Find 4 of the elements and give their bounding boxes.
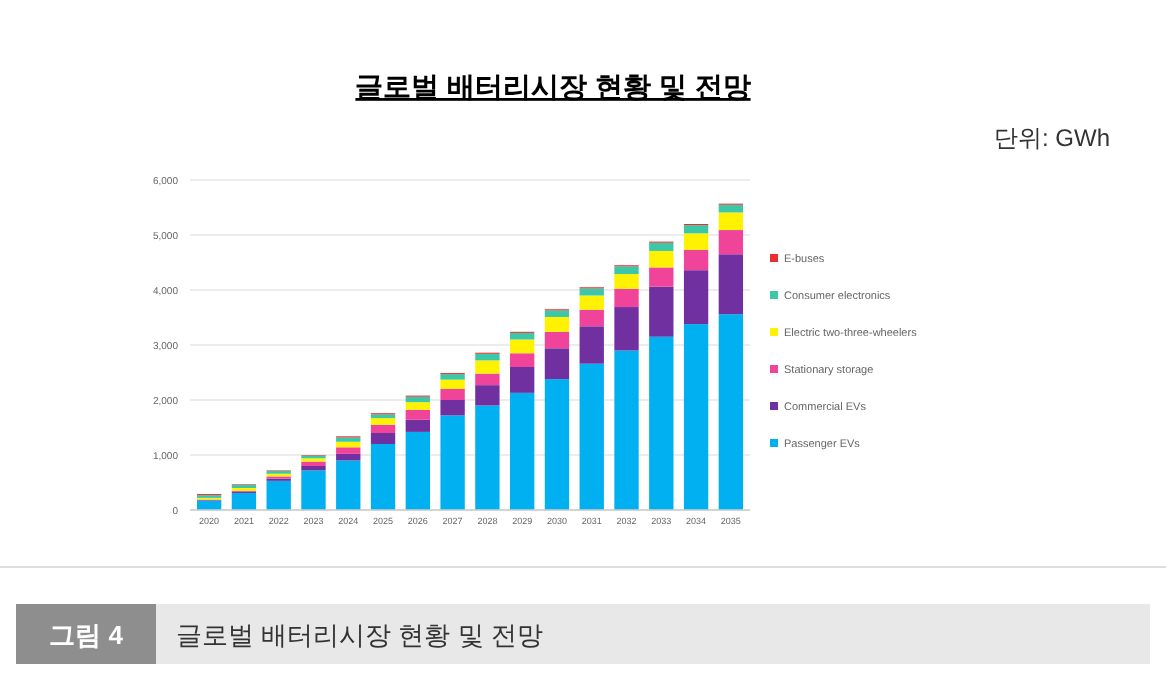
- caption: 그림 4: [49, 620, 125, 650]
- chart-title: 글로벌 배터리시장 현황 및 전망: [355, 70, 751, 102]
- text: 단위: GWh: [993, 124, 1110, 152]
- text: 글로벌 배터리시장 현황 및 전망: [176, 620, 543, 650]
